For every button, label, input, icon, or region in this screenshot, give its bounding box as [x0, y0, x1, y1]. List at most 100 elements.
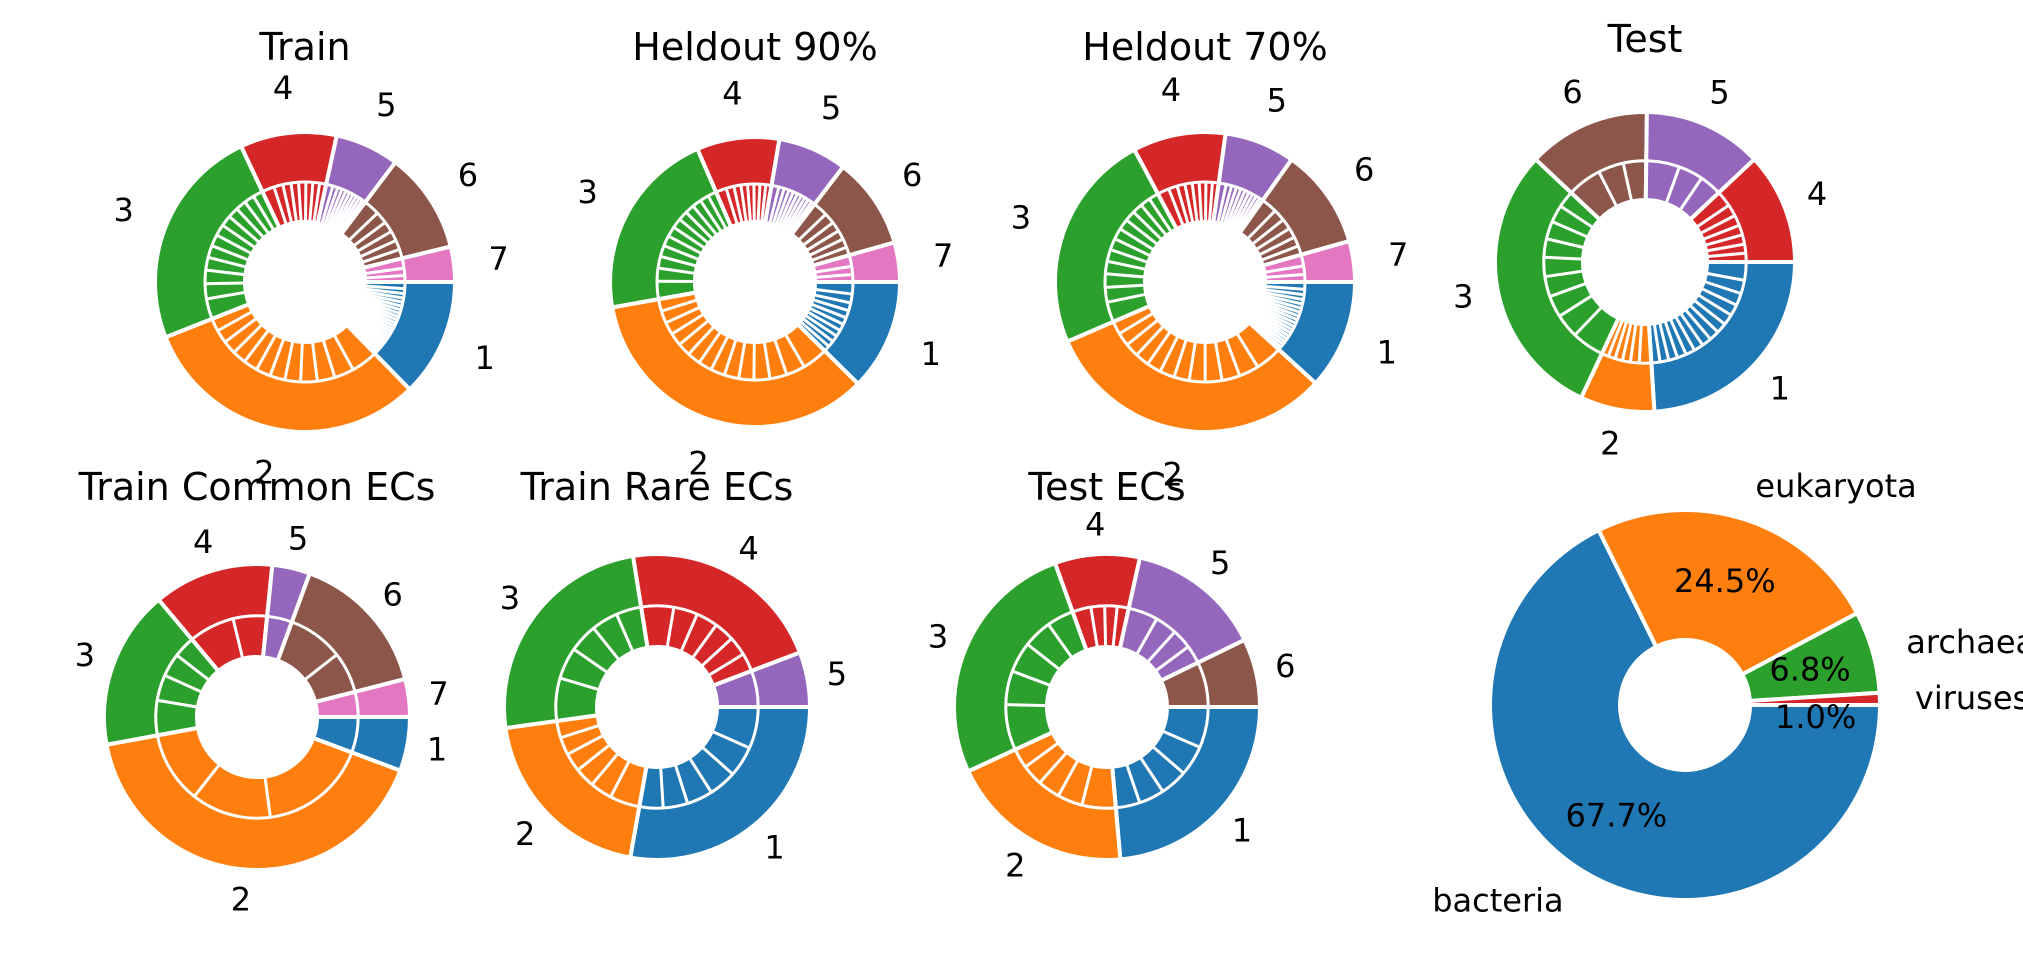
inner-ring-arc	[1542, 191, 1603, 355]
sub-division	[1119, 227, 1155, 252]
sub-division	[321, 338, 337, 378]
sub-division	[299, 341, 304, 382]
pie-slice-7	[810, 239, 903, 284]
pie-slice-3	[1493, 156, 1622, 401]
inner-ring-arc	[156, 735, 354, 820]
slice-label: 5	[1267, 82, 1287, 120]
slice-percent: 24.5%	[1674, 562, 1776, 600]
inner-ring-arc	[1570, 159, 1647, 194]
inner-ring-arc	[1196, 662, 1210, 708]
sub-division	[1222, 186, 1238, 226]
sub-division	[806, 310, 841, 332]
sub-division	[663, 244, 700, 262]
sub-division	[1544, 269, 1584, 279]
slice-label: 7	[488, 240, 508, 278]
sub-division	[1703, 279, 1742, 296]
sub-division	[1216, 183, 1228, 224]
pie-slice-7	[360, 244, 458, 284]
inner-ring-arc	[847, 254, 855, 283]
sub-division	[350, 318, 384, 347]
pie-slice-6	[1158, 637, 1263, 709]
inner-ring-arc	[715, 182, 772, 194]
sub-division	[786, 198, 810, 233]
pie-panel: bacteria 67.7% eukaryota 24.5% archaea 6.8% vi…	[1432, 467, 2023, 919]
slice-label: 6	[458, 156, 478, 194]
inner-ring-arc	[291, 620, 357, 693]
slice-label: 4	[1807, 175, 1827, 213]
sub-division	[308, 182, 315, 223]
sub-division	[1125, 218, 1159, 247]
inner-ring-arc	[353, 691, 360, 718]
sub-division	[1197, 182, 1203, 223]
sub-division	[1678, 177, 1703, 212]
sub-division	[216, 233, 253, 256]
sub-division	[1664, 166, 1681, 205]
sub-division	[1260, 301, 1300, 318]
sub-division	[1264, 272, 1305, 279]
sub-division	[193, 763, 222, 798]
pie-panel: Train Common ECs 1 2 3 4 5 6 7	[75, 465, 449, 918]
chart-title: Train Rare ECs	[520, 465, 794, 509]
slice-label: 6	[1275, 647, 1295, 685]
inner-ring-arc	[1601, 352, 1652, 365]
pie-slice-3	[502, 553, 650, 731]
slice-label: 3	[500, 579, 520, 617]
sub-division	[1255, 311, 1292, 335]
sub-division	[746, 184, 752, 223]
sub-division	[362, 297, 402, 312]
sub-division	[175, 654, 211, 682]
inner-ring-arc	[813, 202, 851, 256]
sub-division	[330, 191, 351, 229]
sub-division	[573, 648, 609, 674]
sub-division	[228, 215, 261, 244]
sub-division	[204, 281, 246, 286]
sub-division	[797, 213, 827, 242]
sub-division	[1224, 337, 1242, 377]
sub-division	[1183, 183, 1195, 224]
slice-label: 2	[254, 454, 274, 492]
sub-division	[1259, 303, 1299, 322]
sub-division	[1135, 618, 1159, 656]
sub-division	[1551, 220, 1589, 239]
sub-division	[773, 338, 789, 376]
sub-division	[1259, 305, 1297, 325]
sub-division	[1620, 322, 1633, 361]
sub-division	[699, 199, 723, 233]
sub-division	[1692, 298, 1726, 326]
sub-division	[1264, 284, 1305, 291]
sub-division	[360, 301, 400, 319]
pie-panel: Test ECs 1 2 3 4 5 6	[928, 465, 1296, 884]
sub-division	[788, 201, 813, 234]
sub-division	[762, 341, 772, 380]
slice-label: 4	[1161, 71, 1181, 109]
sub-division	[690, 624, 718, 660]
sub-division	[1109, 248, 1149, 264]
sub-division	[1151, 745, 1185, 775]
slice-label: 1	[475, 339, 495, 377]
slice-label: 3	[928, 618, 948, 656]
sub-division	[358, 307, 396, 328]
sub-division	[1057, 758, 1080, 797]
sub-division	[1254, 227, 1291, 252]
sub-division	[665, 606, 676, 649]
sub-division	[707, 652, 745, 677]
sub-division	[679, 613, 699, 653]
sub-division	[325, 188, 344, 227]
sub-division	[1234, 195, 1258, 232]
sub-division	[1230, 191, 1251, 229]
sub-division	[1258, 307, 1296, 329]
sub-division	[1700, 287, 1738, 307]
pie-slice-1	[1646, 260, 1798, 414]
sub-division	[811, 298, 850, 313]
sub-division	[801, 317, 834, 343]
sub-division	[1679, 312, 1704, 346]
sub-division	[1695, 204, 1730, 229]
sub-division	[243, 328, 270, 363]
sub-division	[361, 299, 401, 315]
sub-division	[363, 290, 404, 300]
sub-division	[358, 239, 397, 259]
slice-label: 6	[1354, 150, 1374, 188]
sub-division	[1253, 314, 1289, 341]
sub-division	[1706, 251, 1746, 259]
sub-division	[678, 319, 710, 346]
